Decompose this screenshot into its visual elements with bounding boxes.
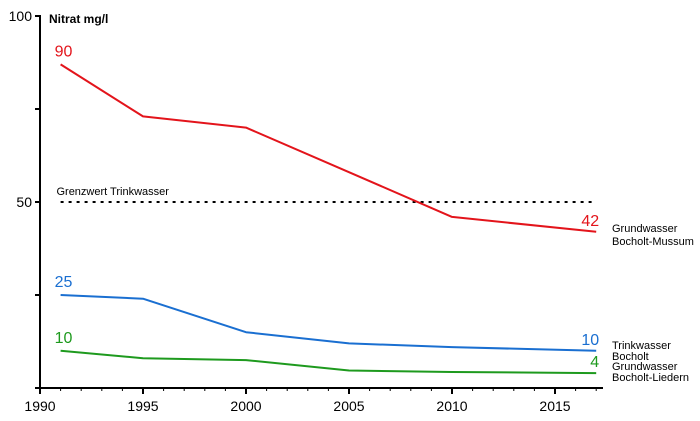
x-tick-label: 2000 bbox=[230, 398, 261, 414]
series-end-value-label: 42 bbox=[581, 213, 599, 230]
y-tick-label: 100 bbox=[9, 8, 33, 24]
series-name-label: Bocholt-Liedern bbox=[612, 372, 689, 384]
x-tick-label: 1995 bbox=[127, 398, 158, 414]
y-axis-unit-label: Nitrat mg/l bbox=[49, 12, 108, 26]
series-end-value-label: 4 bbox=[590, 354, 599, 371]
series-name-label: Grundwasser bbox=[612, 223, 678, 235]
series-name-label: Grundwasser bbox=[612, 361, 678, 373]
reference-line-group: Grenzwert Trinkwasser bbox=[56, 186, 597, 203]
series-start-value-label: 25 bbox=[55, 274, 73, 291]
series-name-label: Trinkwasser bbox=[612, 340, 671, 352]
x-tick-label: 1990 bbox=[24, 398, 55, 414]
series-name-label: Bocholt-Mussum bbox=[612, 236, 694, 248]
tick-group: 50 100 1990 1995 2000 2005 2010 2015 bbox=[9, 8, 597, 414]
x-tick-label: 2010 bbox=[436, 398, 467, 414]
series-line bbox=[60, 63, 597, 233]
reference-line-label: Grenzwert Trinkwasser bbox=[56, 186, 169, 198]
y-tick-label: 50 bbox=[16, 194, 32, 210]
axes: Nitrat mg/l bbox=[39, 12, 603, 389]
series-start-value-label: 90 bbox=[55, 43, 73, 60]
x-tick-label: 2005 bbox=[333, 398, 364, 414]
series-line bbox=[60, 294, 597, 352]
series-end-value-label: 10 bbox=[581, 332, 599, 349]
series-start-value-label: 10 bbox=[55, 330, 73, 347]
series-line bbox=[60, 349, 597, 375]
x-tick-label: 2015 bbox=[539, 398, 570, 414]
series-name-label: Bocholt bbox=[612, 351, 649, 363]
